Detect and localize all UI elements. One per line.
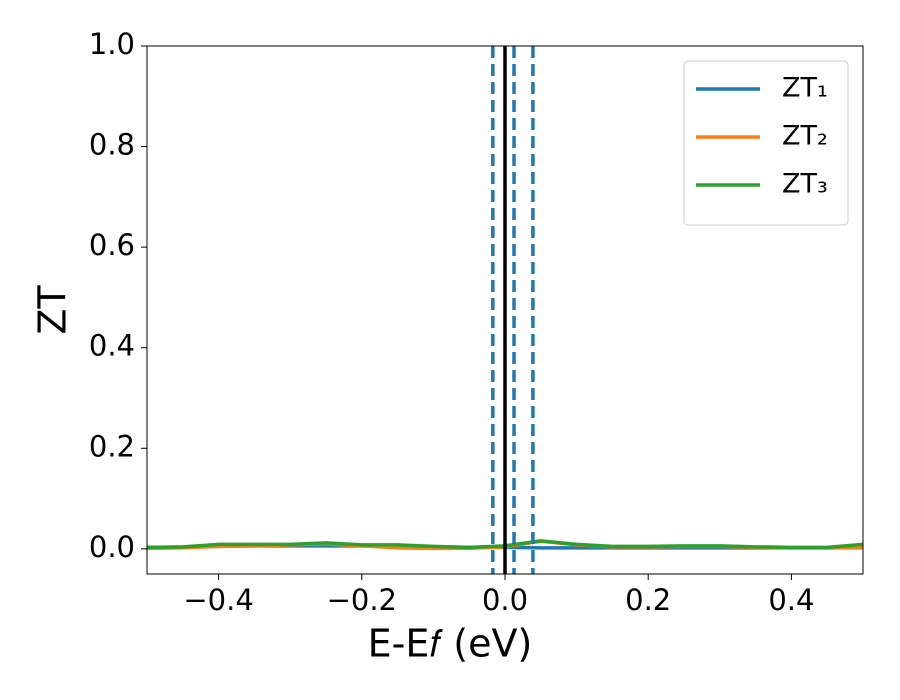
x-tick-label: 0.0 xyxy=(482,583,528,617)
legend-label: ZT₃ xyxy=(782,169,828,200)
y-axis-label: ZT xyxy=(31,285,75,335)
legend-label: ZT₂ xyxy=(782,121,828,152)
x-tick-label: 0.2 xyxy=(625,583,671,617)
legend-label: ZT₁ xyxy=(782,73,828,104)
y-tick-label: 0.8 xyxy=(89,128,135,162)
y-tick-label: 1.0 xyxy=(89,27,135,61)
x-tick-label: −0.2 xyxy=(327,583,397,617)
y-tick-label: 0.4 xyxy=(89,329,135,363)
plot-frame xyxy=(146,45,864,575)
x-tick-label: −0.4 xyxy=(183,583,253,617)
y-tick-label: 0.2 xyxy=(89,429,135,463)
y-tick-label: 0.6 xyxy=(89,228,135,262)
y-tick-label: 0.0 xyxy=(89,530,135,564)
x-tick-label: 0.4 xyxy=(768,583,814,617)
x-axis-label: E-E𝑓 (eV) xyxy=(368,622,533,666)
